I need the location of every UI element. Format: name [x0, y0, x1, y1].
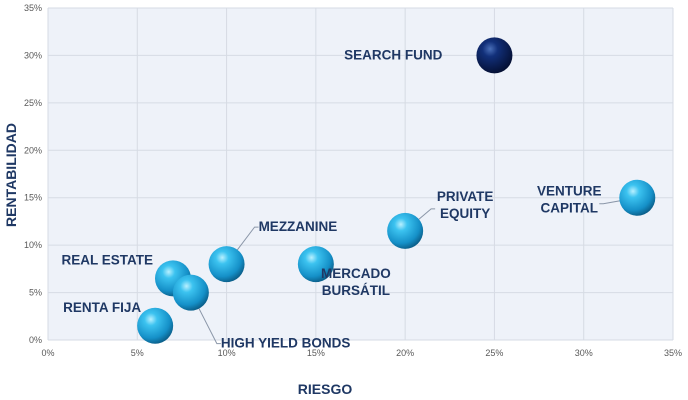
data-point-label: MERCADO BURSÁTIL [321, 266, 391, 298]
plot-area [48, 8, 673, 340]
x-tick-label: 25% [485, 348, 503, 358]
data-point-bubble[interactable] [137, 307, 174, 344]
data-point-bubble[interactable] [172, 274, 209, 311]
data-point-label-line: PRIVATE [437, 189, 494, 204]
data-point-label: RENTA FIJA [63, 300, 141, 315]
y-tick-label: 10% [24, 240, 42, 250]
data-point-label-line: BURSÁTIL [322, 283, 390, 298]
x-tick-label: 35% [664, 348, 682, 358]
y-tick-label: 30% [24, 50, 42, 60]
data-point-label-line: REAL ESTATE [61, 252, 153, 267]
data-point-label-line: EQUITY [440, 206, 490, 221]
y-tick-label: 0% [29, 335, 42, 345]
x-tick-label: 0% [41, 348, 54, 358]
y-tick-label: 35% [24, 3, 42, 13]
data-point-label: SEARCH FUND [344, 47, 443, 62]
y-tick-label: 5% [29, 288, 42, 298]
data-point-bubble[interactable] [387, 212, 424, 249]
y-tick-label: 15% [24, 193, 42, 203]
y-axis-title: RENTABILIDAD [3, 123, 19, 227]
data-point-label: MEZZANINE [259, 219, 338, 234]
data-point-label: PRIVATE EQUITY [437, 189, 494, 221]
y-tick-label: 25% [24, 98, 42, 108]
data-point-label-line: HIGH YIELD BONDS [221, 336, 351, 351]
x-tick-label: 20% [396, 348, 414, 358]
x-tick-label: 15% [307, 348, 325, 358]
data-point-bubble[interactable] [619, 179, 656, 216]
data-point-bubble[interactable] [297, 246, 334, 283]
data-point-label-line: MEZZANINE [259, 219, 338, 234]
x-axis-title: RIESGO [298, 381, 353, 397]
data-point-label: VENTURE CAPITAL [537, 184, 602, 216]
x-tick-label: 10% [218, 348, 236, 358]
y-tick-label: 20% [24, 145, 42, 155]
data-point-label-line: RENTA FIJA [63, 300, 141, 315]
leader-line [190, 292, 221, 345]
data-point-bubble[interactable] [476, 37, 513, 74]
data-point-label-line: CAPITAL [541, 201, 599, 216]
x-tick-label: 5% [131, 348, 144, 358]
data-point-bubble[interactable] [208, 246, 245, 283]
data-point-label-line: MERCADO [321, 266, 391, 281]
data-point-label-line: SEARCH FUND [344, 47, 443, 62]
data-point-label: HIGH YIELD BONDS [221, 336, 351, 351]
data-point-label: REAL ESTATE [61, 252, 153, 267]
x-tick-label: 30% [575, 348, 593, 358]
data-point-label-line: VENTURE [537, 184, 602, 199]
